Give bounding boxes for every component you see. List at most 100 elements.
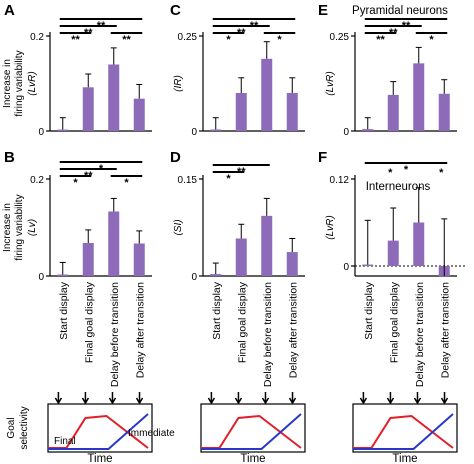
y-axis-label: (IR)	[173, 75, 184, 92]
schematic-frame	[352, 403, 458, 453]
arrow-head	[135, 397, 144, 405]
y-axis-unit: (LvR)	[27, 71, 38, 95]
arrow-head	[81, 397, 90, 405]
panel-label: D	[170, 149, 181, 166]
arrow-head	[234, 397, 243, 405]
significance-star: *	[277, 34, 282, 46]
time-label: Time	[87, 453, 112, 464]
bar	[438, 93, 450, 131]
arrow-head	[108, 397, 117, 405]
panel-title: Pyramidal neurons	[352, 5, 448, 17]
significance-star: *	[439, 167, 444, 179]
bar	[210, 274, 222, 276]
y-axis-label: Increase in	[2, 59, 13, 108]
panel-f: F 0 0.12 (LvR) Interneurons * * *	[318, 149, 467, 277]
significance-star: *	[388, 167, 393, 179]
y-axis-label: firing variability	[14, 50, 25, 116]
arrow-head	[386, 397, 395, 405]
bar	[133, 98, 145, 131]
significance-star: **	[376, 34, 385, 46]
bar	[210, 129, 222, 131]
category-label: Delay before transition	[109, 282, 121, 387]
y-tick-label: 0.2	[30, 175, 44, 186]
bar	[57, 129, 69, 131]
bar	[133, 243, 145, 276]
final-label: Final	[54, 436, 76, 447]
y-tick-label: 0	[38, 272, 44, 283]
bar	[235, 93, 247, 131]
significance-star: *	[429, 34, 434, 46]
immediate-trace	[48, 413, 149, 450]
bar	[235, 238, 247, 276]
bar	[82, 243, 94, 276]
y-tick-label: 0	[343, 262, 349, 273]
bar	[286, 252, 298, 276]
bar	[286, 93, 298, 131]
y-axis-label: (LvR)	[325, 215, 336, 239]
category-label: Delay before transition	[414, 282, 426, 387]
y-tick-label: 0	[343, 127, 349, 138]
y-tick-label: 0	[38, 127, 44, 138]
arrow-head	[207, 397, 216, 405]
y-tick-label: 0.15	[178, 175, 198, 186]
bar	[108, 211, 120, 276]
category-label: Start display	[58, 281, 70, 340]
y-tick-label: 0.25	[330, 32, 350, 43]
bar	[261, 58, 273, 131]
significance-star: *	[226, 173, 231, 185]
bar	[57, 274, 69, 276]
y-tick-label: 0.12	[330, 175, 350, 186]
y-axis-unit: (Lv)	[27, 219, 38, 236]
y-axis-label: Increase in	[2, 203, 13, 252]
panel-label: B	[4, 149, 15, 166]
y-axis-label: (LvR)	[325, 71, 336, 95]
significance-star: **	[71, 34, 80, 46]
final-trace	[201, 414, 302, 449]
category-label: Delay after transition	[134, 282, 146, 378]
panel-label: A	[4, 2, 15, 19]
significance-star: *	[124, 177, 129, 189]
category-labels: Start display Final goal display Delay bef…	[58, 281, 452, 387]
y-axis-label: firing variability	[14, 194, 25, 260]
significance-star: *	[404, 164, 409, 176]
bar	[387, 240, 399, 266]
category-label: Delay before transition	[262, 282, 274, 387]
arrow-head	[261, 397, 270, 405]
arrow-head	[440, 397, 449, 405]
schematic-2: Time	[200, 392, 306, 464]
panel-label: E	[318, 2, 328, 19]
arrow-head	[359, 397, 368, 405]
immediate-trace	[353, 413, 454, 450]
bar	[387, 94, 399, 131]
selectivity-label: selectivity	[19, 406, 30, 449]
category-label: Delay after transition	[287, 282, 299, 378]
bar	[362, 129, 374, 131]
panel-label: F	[318, 149, 327, 166]
significance-star: *	[226, 34, 231, 46]
final-trace	[353, 414, 454, 449]
immediate-trace	[201, 413, 302, 450]
immediate-label: Immediate	[128, 428, 175, 439]
bar	[108, 64, 120, 131]
significance-star: *	[73, 177, 78, 189]
y-tick-label: 0.2	[30, 32, 44, 43]
arrow-head	[413, 397, 422, 405]
panel-a: A 0 0.2 Increase in firing variability (LvR) *…	[2, 2, 152, 138]
category-label: Final goal display	[388, 281, 400, 363]
time-label: Time	[392, 453, 417, 464]
category-label: Final goal display	[83, 281, 95, 363]
panel-e: E00.25(LvR)Pyramidal neurons****** *	[318, 2, 457, 138]
bar	[362, 264, 374, 266]
significance-star: **	[122, 34, 131, 46]
schematic-3: Time	[352, 392, 458, 464]
arrow-head	[54, 397, 63, 405]
arrow-head	[288, 397, 297, 405]
bar	[261, 215, 273, 276]
category-label: Start display	[363, 281, 375, 340]
y-tick-label: 0	[191, 272, 197, 283]
category-label: Final goal display	[236, 281, 248, 363]
bar	[413, 222, 425, 266]
